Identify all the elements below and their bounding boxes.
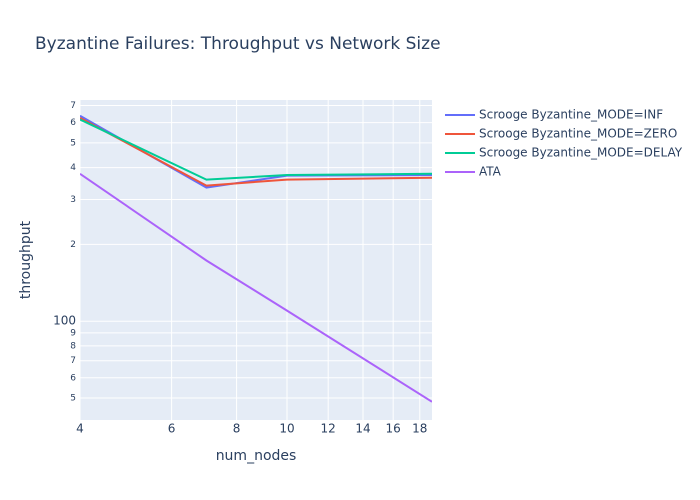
x-tick-label: 18 <box>412 422 427 436</box>
legend-label: Scrooge Byzantine_MODE=DELAY <box>479 146 683 160</box>
y-axis-title: throughput <box>18 220 34 299</box>
x-axis-title: num_nodes <box>216 448 297 464</box>
y-tick-label: 100 <box>53 314 76 328</box>
legend-label: Scrooge Byzantine_MODE=INF <box>479 108 663 122</box>
y-tick-label: 7 <box>70 356 76 366</box>
chart-title: Byzantine Failures: Throughput vs Networ… <box>35 34 441 54</box>
y-tick-label: 3 <box>70 195 76 205</box>
line <box>80 117 432 187</box>
x-tick-label: 10 <box>279 422 294 436</box>
y-tick-label: 5 <box>70 138 76 148</box>
x-tick-label: 8 <box>233 422 241 436</box>
x-tick-label: 14 <box>355 422 370 436</box>
plot-area <box>80 100 432 420</box>
y-tick-label: 9 <box>70 328 76 338</box>
line <box>80 172 432 403</box>
x-tick-label: 16 <box>386 422 401 436</box>
y-tick-label: 6 <box>70 118 76 128</box>
y-tick-label: 7 <box>70 101 76 111</box>
y-tick-label: 5 <box>70 394 76 404</box>
x-tick-label: 6 <box>168 422 176 436</box>
y-tick-label: 6 <box>70 373 76 383</box>
y-tick-label: 2 <box>70 240 76 250</box>
x-tick-label: 12 <box>321 422 336 436</box>
legend-label: ATA <box>479 165 502 179</box>
x-tick-label: 4 <box>76 422 84 436</box>
line <box>80 118 432 181</box>
legend-label: Scrooge Byzantine_MODE=ZERO <box>479 127 677 141</box>
y-tick-label: 8 <box>70 341 76 351</box>
y-tick-label: 4 <box>70 163 76 173</box>
